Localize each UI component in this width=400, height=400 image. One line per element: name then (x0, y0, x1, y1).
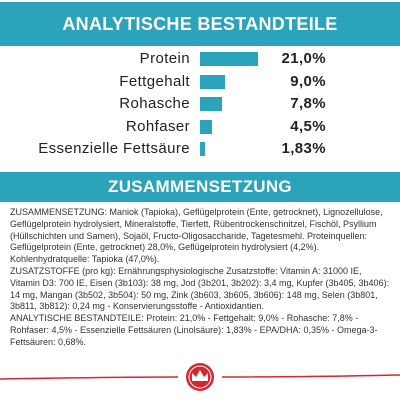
section-title: ZUSAMMENSETZUNG (0, 172, 400, 202)
section-title: ANALYTISCHE BESTANDTEILE (0, 2, 400, 46)
bar (200, 97, 222, 111)
value-label: 4,5% (290, 117, 326, 135)
bar (200, 74, 225, 89)
value-label: 21,0% (281, 50, 326, 67)
brand-logo (0, 363, 400, 391)
bar (200, 119, 213, 134)
paragraph: ZUSATZSTOFFE (pro kg): Ernährungsphysiol… (10, 265, 390, 312)
bar-row: Fettgehalt 9,0% (0, 71, 400, 94)
value-label: 9,0% (290, 72, 326, 90)
bar-row: Rohfaser 4,5% (0, 116, 400, 139)
category-label: Rohfaser (125, 117, 190, 135)
bar (200, 142, 206, 156)
category-label: Fettgehalt (119, 72, 190, 90)
paragraph: ANALYTISCHE BESTANDTEILE: Protein: 21,0%… (10, 313, 378, 347)
value-label: 7,8% (290, 95, 326, 112)
bar (200, 52, 258, 66)
bar-row: Essenzielle Fettsäure 1,83% (0, 138, 400, 161)
bar-row: Rohasche 7,8% (0, 93, 400, 116)
paragraph: ZUSAMMENSETZUNG: Maniok (Tapioka), Geflü… (10, 207, 383, 265)
category-label: Essenzielle Fettsäure (38, 140, 190, 157)
category-label: Rohasche (119, 95, 190, 112)
composition-text: ZUSAMMENSETZUNG: Maniok (Tapioka), Geflü… (10, 207, 392, 349)
bar-row: Protein 21,0% (0, 48, 400, 71)
bar-chart: Protein 21,0% Fettgehalt 9,0% Rohasche 7,8% Ro… (0, 48, 400, 161)
category-label: Protein (139, 50, 190, 67)
value-label: 1,83% (281, 140, 326, 157)
